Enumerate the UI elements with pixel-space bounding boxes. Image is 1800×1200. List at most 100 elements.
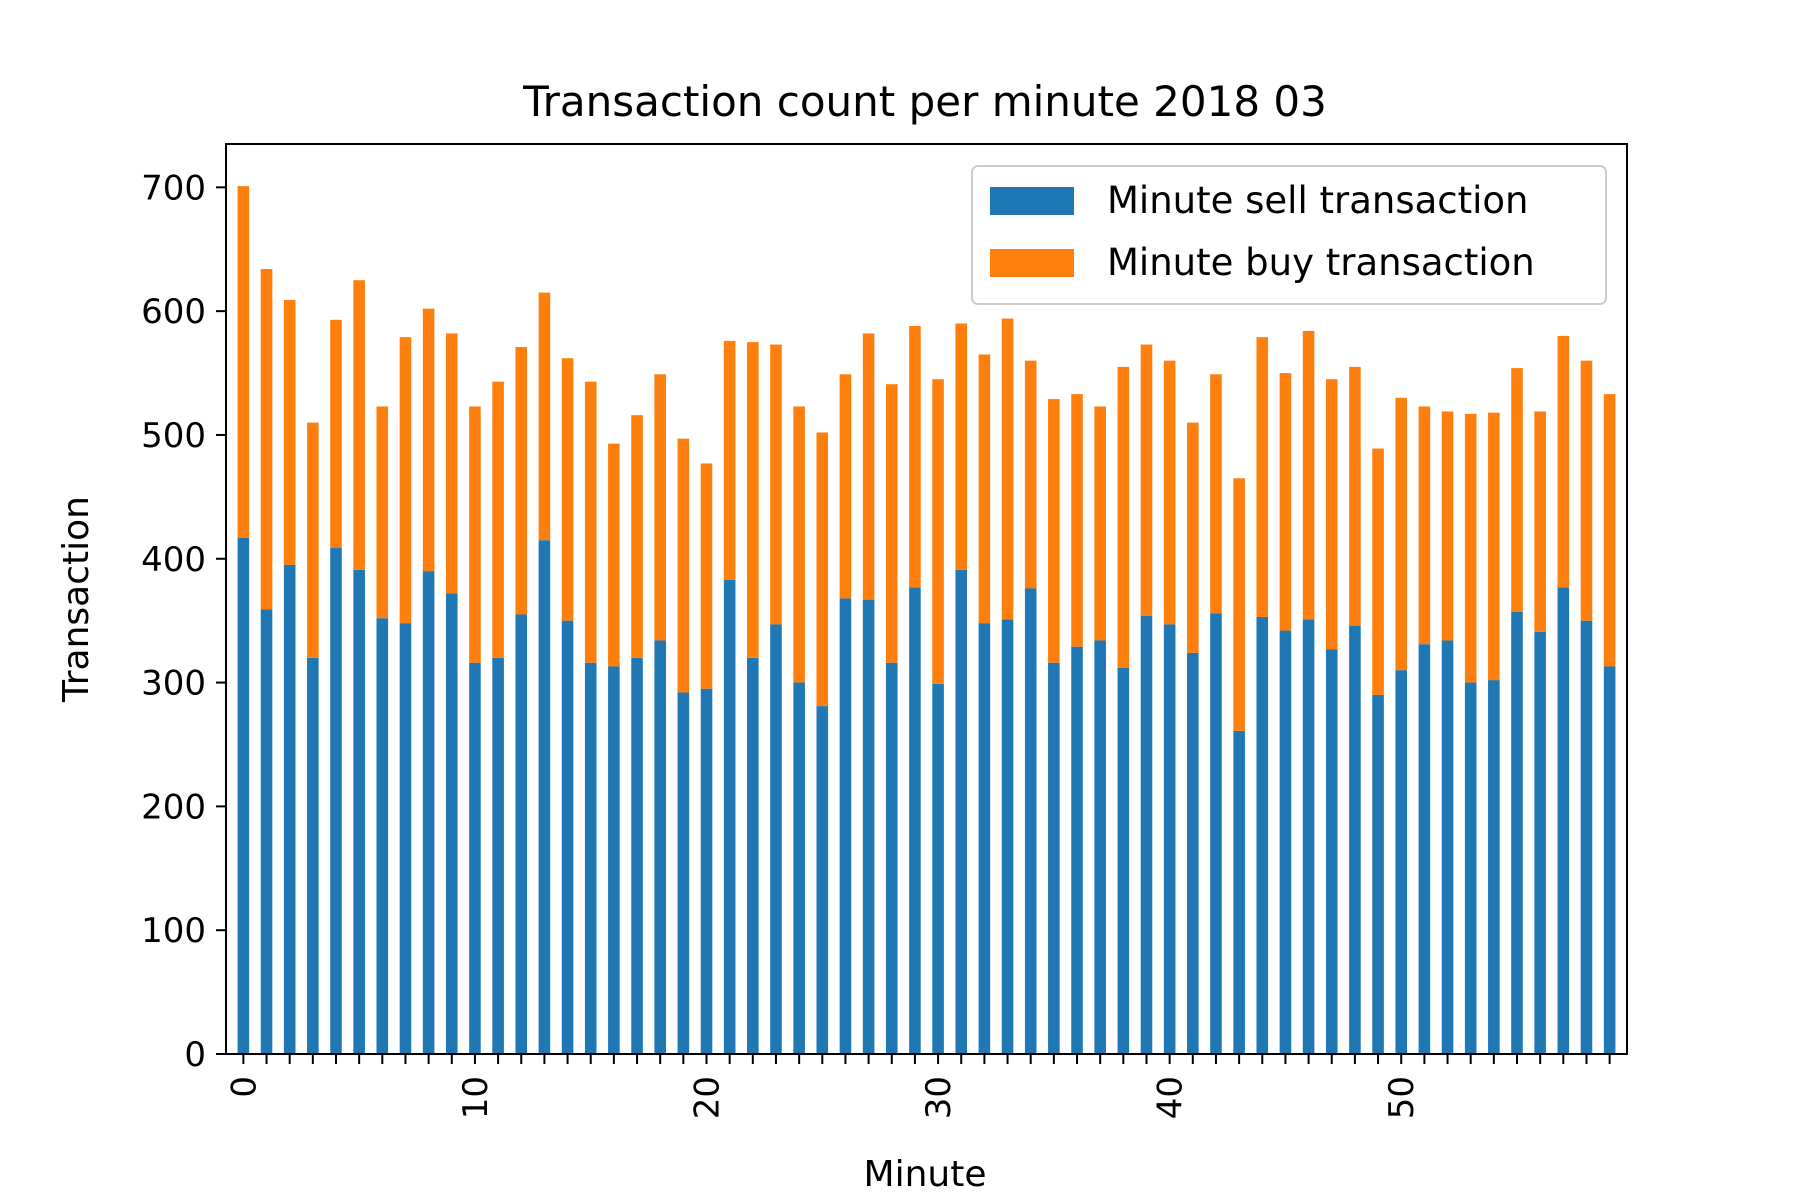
bar-buy-minute-40 [1163,360,1176,625]
bar-sell-minute-42 [1210,613,1222,1054]
bar-buy-minute-24 [793,406,805,683]
bar-sell-minute-7 [399,623,412,1054]
bar-buy-minute-47 [1325,379,1338,650]
bar-buy-minute-0 [237,186,250,538]
y-tick-label-500: 500 [141,416,206,456]
bar-sell-minute-0 [237,537,250,1054]
x-tick-label-0: 0 [224,1076,264,1098]
bar-sell-minute-32 [978,623,991,1054]
bar-buy-minute-41 [1187,422,1199,653]
bar-sell-minute-9 [445,593,458,1054]
bar-sell-minute-8 [422,571,435,1054]
bar-buy-minute-36 [1071,394,1083,647]
bar-buy-minute-30 [932,379,944,684]
bar-sell-minute-50 [1395,670,1408,1054]
legend-swatch-sell [990,187,1074,215]
bar-sell-minute-23 [770,624,782,1054]
bar-buy-minute-9 [445,333,458,594]
bar-sell-minute-2 [283,564,296,1054]
bar-sell-minute-28 [885,662,898,1054]
y-axis: 0 100 200 300 400 500 600 700 [141,168,226,1075]
bar-sell-minute-37 [1094,640,1106,1054]
bar-sell-minute-55 [1511,612,1523,1054]
bar-buy-minute-21 [723,340,736,580]
bar-sell-minute-53 [1464,682,1477,1054]
bar-buy-minute-46 [1302,330,1315,620]
y-tick-label-600: 600 [141,292,206,332]
x-tick-label-50: 50 [1382,1076,1422,1119]
legend-box [971,165,1607,305]
bar-buy-minute-48 [1349,366,1361,626]
x-axis: 0 10 20 30 40 50 [224,1054,1611,1119]
bar-sell-minute-4 [330,547,342,1054]
bar-sell-minute-38 [1117,667,1130,1054]
bar-sell-minute-46 [1302,619,1315,1054]
bar-buy-minute-43 [1233,478,1245,731]
bar-buy-minute-17 [631,415,643,658]
legend-label-buy: Minute buy transaction [1107,241,1535,284]
bar-sell-minute-29 [909,587,921,1054]
bar-buy-minute-53 [1464,413,1477,683]
bar-buy-minute-54 [1488,412,1500,681]
bar-buy-minute-37 [1094,406,1106,641]
bar-buy-minute-29 [909,326,921,588]
bar-sell-minute-36 [1071,646,1083,1054]
bar-sell-minute-40 [1163,624,1176,1054]
bar-buy-minute-14 [561,358,574,621]
y-tick-label-300: 300 [141,664,206,704]
bar-buy-minute-7 [399,337,412,624]
bar-buy-minute-1 [260,269,273,610]
bar-buy-minute-15 [584,381,597,663]
bar-sell-minute-44 [1256,616,1269,1054]
bar-buy-minute-16 [608,443,620,667]
bar-buy-minute-55 [1511,368,1523,612]
bar-sell-minute-49 [1372,694,1384,1054]
bar-sell-minute-19 [677,692,690,1054]
bar-buy-minute-11 [492,381,504,658]
bar-sell-minute-52 [1441,640,1454,1054]
bar-buy-minute-38 [1117,366,1130,668]
bar-sell-minute-14 [561,620,574,1054]
legend-label-sell: Minute sell transaction [1107,179,1529,222]
bar-sell-minute-18 [654,640,666,1054]
bar-sell-minute-22 [747,657,759,1054]
bar-sell-minute-12 [515,614,528,1054]
bar-sell-minute-39 [1140,615,1153,1054]
plot-frame [225,143,1628,1055]
bar-buy-minute-23 [770,344,782,625]
x-tick-label-20: 20 [688,1076,728,1119]
bar-buy-minute-22 [747,342,759,658]
x-tick-label-40: 40 [1151,1076,1191,1119]
bar-sell-minute-6 [376,618,389,1054]
bar-sell-minute-25 [816,706,829,1054]
bar-sell-minute-27 [862,599,875,1054]
legend: Minute sell transaction Minute buy trans… [971,165,1607,305]
bar-buy-minute-8 [422,308,435,572]
bar-sell-minute-45 [1279,630,1292,1054]
bar-buy-minute-4 [330,319,342,548]
bar-sell-minute-31 [955,569,968,1054]
chart-title: Transaction count per minute 2018 03 [522,77,1327,126]
bar-buy-minute-39 [1140,344,1153,616]
bar-sell-minute-47 [1325,649,1338,1054]
bar-sell-minute-3 [307,657,319,1054]
bar-buy-minute-6 [376,406,389,619]
bar-buy-minute-3 [307,422,319,658]
bar-sell-minute-13 [538,540,551,1054]
bar-buy-minute-2 [283,300,296,565]
y-tick-label-0: 0 [184,1035,206,1075]
bar-sell-minute-54 [1488,680,1500,1054]
bar-buy-minute-5 [353,280,365,570]
legend-swatch-buy [990,249,1074,277]
bar-sell-minute-51 [1418,644,1431,1054]
bar-buy-minute-19 [677,438,690,693]
bar-buy-minute-25 [816,432,829,707]
bar-sell-minute-34 [1024,588,1037,1054]
bar-buy-minute-58 [1580,360,1593,621]
bar-sell-minute-20 [700,688,713,1054]
bar-buy-minute-31 [955,323,968,570]
bar-sell-minute-16 [608,666,620,1054]
y-tick-label-400: 400 [141,540,206,580]
bar-sell-minute-58 [1580,620,1593,1054]
